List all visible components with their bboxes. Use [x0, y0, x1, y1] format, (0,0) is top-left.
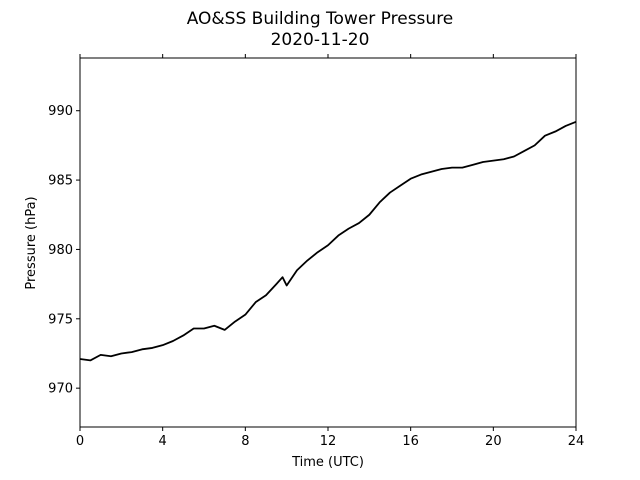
x-tick-label: 12 — [320, 434, 337, 449]
y-tick-label: 980 — [48, 243, 73, 258]
x-tick-label: 24 — [568, 434, 585, 449]
y-tick-label: 990 — [48, 104, 73, 119]
plot-frame — [79, 57, 577, 428]
x-tick-label: 4 — [159, 434, 167, 449]
chart-title: AO&SS Building Tower Pressure — [187, 9, 454, 29]
x-tick-label: 16 — [402, 434, 419, 449]
y-axis: 970 975 980 985 990 — [48, 104, 80, 397]
y-tick-label: 975 — [48, 312, 73, 327]
y-axis-label: Pressure (hPa) — [24, 196, 39, 289]
x-tick-label: 0 — [76, 434, 84, 449]
x-tick-label: 20 — [485, 434, 502, 449]
chart-subtitle: 2020-11-20 — [271, 30, 370, 50]
x-axis: 0 4 8 12 16 20 24 — [76, 54, 584, 449]
plot-area — [79, 120, 577, 362]
x-axis-label: Time (UTC) — [291, 455, 364, 470]
pressure-series-line — [79, 120, 577, 362]
x-tick-label: 8 — [241, 434, 249, 449]
y-tick-label: 985 — [48, 174, 73, 189]
y-tick-label: 970 — [48, 382, 73, 397]
